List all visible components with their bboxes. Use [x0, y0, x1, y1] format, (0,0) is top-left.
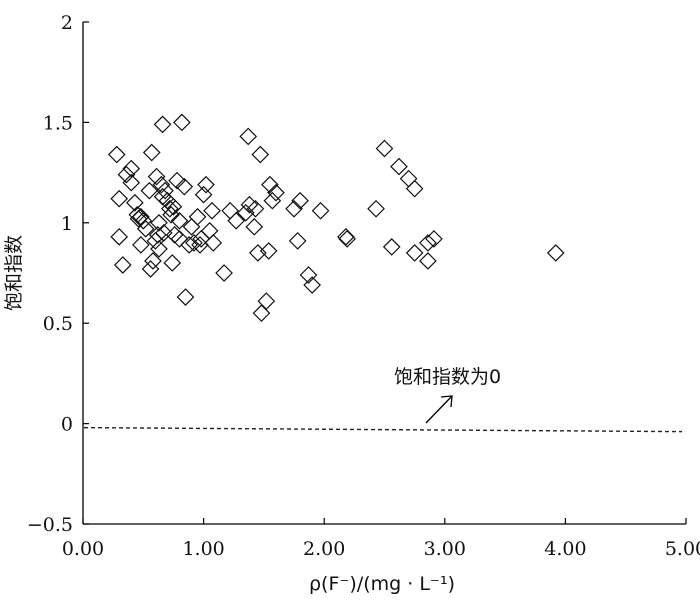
data-point — [173, 113, 191, 132]
data-point — [390, 157, 408, 176]
data-point — [122, 173, 141, 192]
data-point — [257, 292, 276, 310]
data-point — [160, 199, 179, 218]
data-point — [185, 234, 203, 252]
data-point — [252, 304, 271, 323]
data-point — [311, 201, 330, 220]
data-point — [141, 260, 160, 278]
data-point — [267, 183, 285, 202]
data-point — [299, 266, 318, 284]
data-point — [110, 189, 129, 208]
data-point — [405, 179, 424, 198]
y-axis-title: 饱和指数 — [3, 235, 25, 311]
x-tick-label: 5.00 — [665, 538, 700, 560]
data-point — [546, 244, 565, 262]
data-point — [164, 197, 183, 216]
data-point — [126, 193, 144, 212]
x-tick-label: 0.00 — [62, 538, 104, 560]
data-point — [246, 199, 265, 218]
annotation-arrow — [425, 395, 453, 424]
data-point — [291, 191, 309, 210]
data-point — [203, 201, 221, 220]
data-point — [147, 167, 166, 186]
data-point — [375, 139, 394, 158]
data-point — [204, 234, 223, 252]
data-point — [156, 181, 174, 200]
data-point — [338, 230, 356, 248]
data-point — [221, 201, 239, 220]
data-point — [399, 169, 418, 188]
data-point — [150, 213, 168, 232]
data-point — [263, 191, 282, 210]
data-point — [197, 175, 215, 194]
data-point — [176, 288, 195, 306]
data-point — [134, 211, 153, 230]
data-point — [245, 217, 264, 236]
data-point — [239, 127, 258, 146]
x-tick-label: 2.00 — [303, 538, 345, 560]
data-point — [154, 223, 173, 242]
annotation-label: 饱和指数为0 — [394, 366, 501, 388]
data-point — [215, 264, 233, 282]
data-points — [107, 113, 565, 323]
data-point — [110, 228, 129, 246]
y-tick-label: −0.5 — [27, 514, 73, 536]
data-point — [425, 230, 443, 248]
y-tick-label: 0.5 — [43, 313, 73, 335]
data-point — [405, 244, 424, 262]
data-point — [163, 254, 182, 272]
data-point — [168, 171, 186, 190]
data-point — [113, 256, 132, 274]
zero-reference-line — [83, 426, 683, 433]
data-point — [419, 252, 437, 270]
y-tick-label: 1 — [61, 213, 73, 235]
data-point — [227, 211, 246, 230]
data-point — [251, 145, 270, 164]
x-tick-label: 3.00 — [424, 538, 466, 560]
data-point — [144, 252, 162, 270]
data-point — [117, 165, 136, 184]
data-point — [170, 230, 189, 248]
data-point — [382, 238, 401, 256]
data-point — [150, 240, 168, 258]
data-point — [259, 242, 278, 260]
x-axis-title: ρ(F⁻)/(mg · L⁻¹) — [309, 573, 455, 595]
data-point — [249, 244, 267, 262]
y-tick-label: 1.5 — [43, 112, 73, 134]
axis-ticks — [82, 21, 687, 525]
x-tick-label: 1.00 — [182, 538, 224, 560]
data-point — [285, 199, 303, 218]
plot-axes — [82, 22, 686, 525]
x-tick-label: 4.00 — [544, 538, 586, 560]
data-point — [153, 115, 172, 134]
y-tick-label: 2 — [61, 12, 73, 34]
data-point — [175, 177, 194, 196]
data-point — [152, 175, 171, 194]
data-point — [107, 145, 126, 164]
y-tick-label: 0 — [61, 414, 73, 436]
data-point — [288, 232, 307, 250]
axis-tick-labels: 0.00 1.00 2.00 3.00 4.00 5.00 −0.5 0 0.5 1 1.5 2 — [27, 12, 700, 560]
data-point — [236, 203, 255, 222]
data-point — [140, 181, 159, 200]
data-point — [182, 217, 201, 236]
data-point — [261, 175, 279, 194]
data-point — [194, 185, 213, 204]
data-point — [303, 276, 321, 294]
data-point — [122, 159, 141, 178]
data-point — [132, 236, 150, 254]
data-point — [170, 211, 189, 230]
data-point — [419, 234, 437, 252]
data-point — [142, 143, 161, 162]
data-point — [132, 207, 150, 226]
data-point — [367, 199, 385, 218]
data-point — [188, 207, 207, 226]
data-point — [136, 219, 155, 238]
